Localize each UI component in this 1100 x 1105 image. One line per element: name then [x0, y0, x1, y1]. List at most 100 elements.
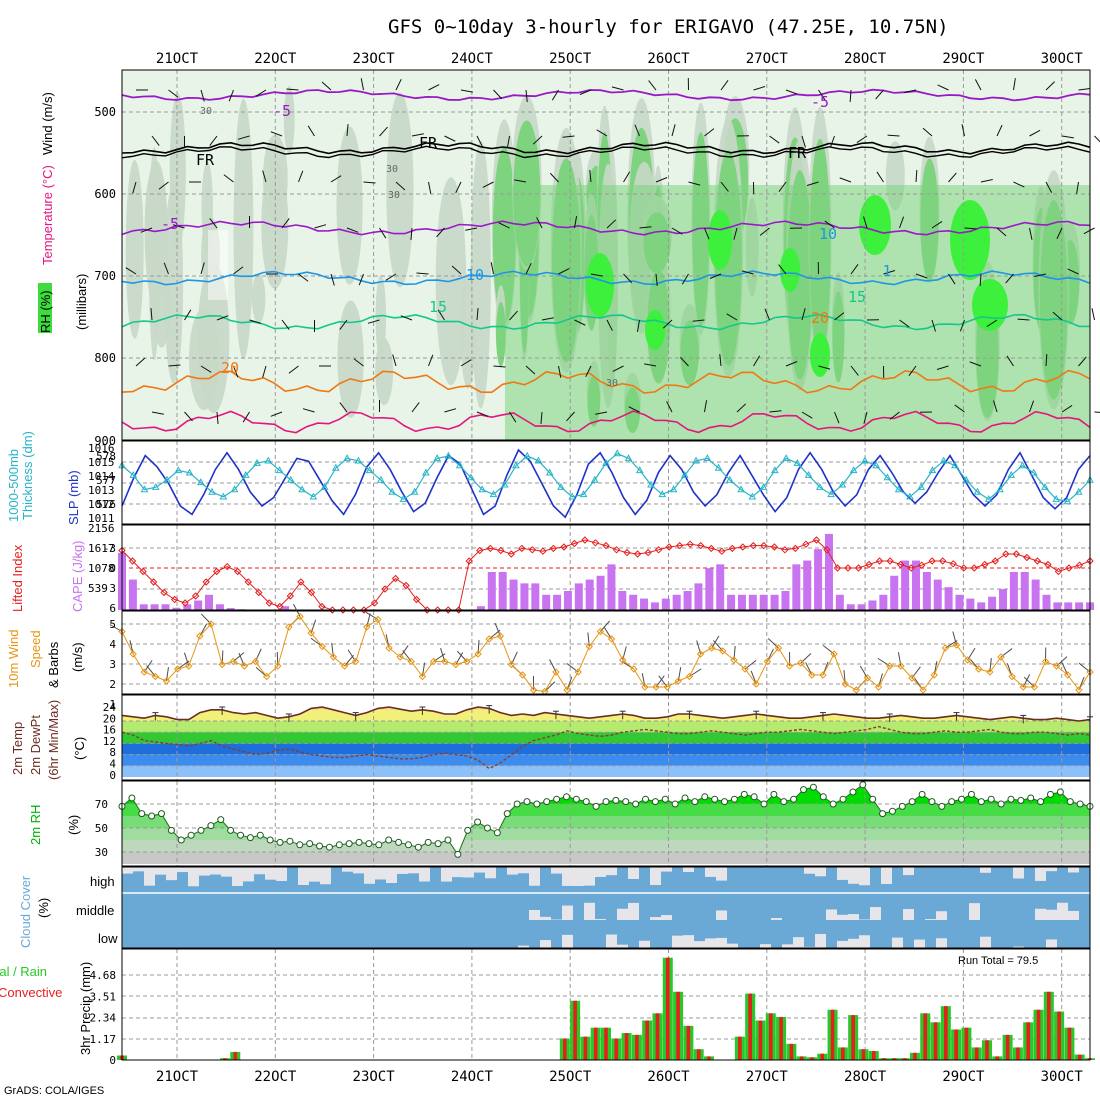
contour-label: 30	[388, 190, 400, 201]
rh-marker	[534, 801, 540, 807]
cloud-middle	[628, 903, 639, 920]
precip-convective-bar	[656, 1013, 660, 1060]
ylabel-cloud-units: (%)	[36, 898, 51, 918]
cape-bar	[847, 604, 855, 610]
rh-marker	[554, 796, 560, 802]
cape-tick-label: 1078	[88, 562, 115, 575]
rh-marker	[751, 794, 757, 800]
rh-marker	[692, 799, 698, 805]
precip-convective-bar	[687, 1026, 691, 1060]
precip-tick-label: 0	[109, 1054, 116, 1067]
cloud-low	[1046, 939, 1057, 948]
cloud-high	[243, 867, 254, 881]
rh-bright-region	[859, 195, 891, 255]
cloud-high	[419, 867, 430, 881]
ylabel-temperature: Temperature (°C)	[40, 165, 55, 265]
cloud-middle	[716, 910, 727, 920]
cloud-middle	[617, 909, 628, 920]
precip-convective-bar	[1047, 992, 1051, 1060]
precip-convective-bar	[779, 1017, 783, 1060]
precip-convective-bar	[985, 1040, 989, 1060]
ylabel-wind: Wind (m/s)	[40, 92, 55, 155]
cloud-label-middle: middle	[76, 903, 114, 918]
cloud-low	[716, 938, 727, 948]
cape-bar	[923, 572, 931, 610]
cape-bar	[618, 591, 626, 610]
cape-bar	[716, 564, 724, 610]
cloud-middle	[1035, 909, 1046, 920]
precip-convective-bar	[738, 1037, 742, 1060]
rh-marker	[257, 832, 263, 838]
cape-bar	[1042, 595, 1050, 610]
cloud-low	[782, 944, 793, 948]
precip-convective-bar	[1037, 1010, 1041, 1060]
rh-marker	[860, 782, 866, 788]
bottom-date-label: 26OCT	[647, 1069, 690, 1085]
slp-tick-label: 1014	[88, 470, 115, 483]
cape-bar	[890, 576, 898, 610]
cloud-low	[837, 941, 848, 948]
cloud-high	[518, 867, 529, 873]
cape-bar	[673, 595, 681, 610]
cape-bar	[629, 595, 637, 610]
rh-marker	[573, 796, 579, 802]
precip-convective-bar	[614, 1038, 618, 1060]
ylabel-wind-units: (m/s)	[70, 642, 85, 672]
cape-bar	[662, 599, 670, 610]
cloud-high	[683, 867, 694, 872]
precip-convective-bar	[851, 1015, 855, 1060]
cape-bar	[814, 549, 822, 610]
rh-marker	[188, 832, 194, 838]
rh-bright-region	[708, 210, 732, 270]
cloud-high	[122, 867, 133, 874]
cloud-middle	[925, 919, 936, 920]
cloud-low	[815, 934, 826, 948]
rh-green-region	[496, 302, 506, 367]
precip-convective-bar	[1068, 1028, 1072, 1060]
rh-marker	[978, 799, 984, 805]
cape-bar	[934, 580, 942, 610]
rh-marker	[494, 830, 500, 836]
rh-marker	[623, 799, 629, 805]
rh-marker	[178, 837, 184, 843]
cloud-high	[584, 867, 595, 886]
cape-bar	[749, 595, 757, 610]
cloud-low	[727, 944, 738, 948]
cloud-high	[474, 867, 485, 873]
rh-marker	[801, 787, 807, 793]
rh-marker	[968, 791, 974, 797]
cape-bar	[836, 595, 844, 610]
cloud-low	[672, 936, 683, 948]
ylabel-cloud-cover: Cloud Cover	[18, 875, 33, 948]
cape-bar	[879, 595, 887, 610]
cape-bar	[607, 564, 615, 610]
slp-tick-label: 1016	[88, 442, 115, 455]
cape-bar	[542, 595, 550, 610]
top-date-label: 30OCT	[1041, 51, 1084, 67]
cloud-low	[793, 937, 804, 948]
cloud-high	[166, 867, 177, 880]
cloud-high	[298, 867, 309, 885]
cloud-label-high: high	[90, 874, 115, 889]
cloud-middle	[650, 917, 661, 920]
ylabel-2m-dewpt: 2m DewPt	[28, 715, 43, 775]
bottom-date-label: 23OCT	[353, 1069, 396, 1085]
cloud-high	[1013, 867, 1024, 879]
precip-convective-bar	[831, 1010, 835, 1060]
ylabel-lifted-index: Lifted Index	[10, 544, 25, 612]
cloud-low	[914, 940, 925, 948]
ylabel-slp: SLP (mb)	[66, 470, 81, 525]
contour-label: -5	[811, 93, 829, 111]
precip-convective-bar	[573, 1001, 577, 1060]
bottom-date-label: 22OCT	[254, 1069, 297, 1085]
precip-convective-bar	[604, 1028, 608, 1060]
cloud-middle	[826, 909, 837, 920]
top-date-label: 24OCT	[451, 51, 494, 67]
ylabel-barbs: & Barbs	[46, 641, 61, 688]
precip-convective-bar	[1057, 1012, 1061, 1060]
cape-tick-label: 539	[88, 582, 108, 595]
precip-convective-bar	[1016, 1047, 1020, 1060]
